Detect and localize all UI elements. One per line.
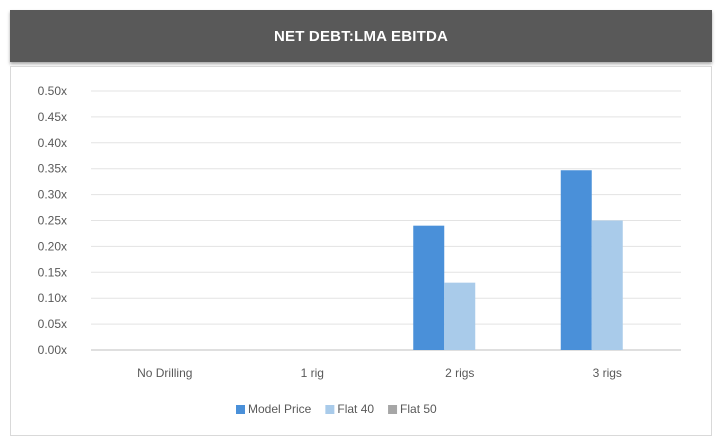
legend-label: Flat 50 [400, 402, 437, 416]
x-tick-label: 1 rig [301, 366, 324, 380]
legend-swatch [388, 405, 398, 414]
legend-swatch [325, 405, 335, 414]
bar-chart: 0.00x 0.05x 0.10x 0.15x 0.20x 0.25x 0.30x 0.35x… [38, 84, 681, 416]
bar-model-price [413, 225, 445, 350]
legend-swatch [236, 405, 245, 414]
y-axis-ticks: 0.00x 0.05x 0.10x 0.15x 0.20x 0.25x 0.30x 0.35x… [38, 84, 67, 357]
bar-model-price [560, 170, 592, 350]
bar-flat-40 [591, 220, 623, 350]
y-tick-label: 0.40x [38, 136, 67, 150]
legend-label: Model Price [248, 402, 312, 416]
y-tick-label: 0.25x [38, 214, 67, 228]
y-tick-label: 0.15x [38, 265, 67, 279]
bars [413, 170, 623, 350]
gridlines [91, 90, 681, 351]
bar-flat-40 [444, 282, 476, 350]
y-tick-label: 0.30x [38, 188, 67, 202]
y-tick-label: 0.50x [38, 84, 67, 98]
x-tick-label: 3 rigs [593, 366, 622, 380]
y-tick-label: 0.20x [38, 239, 67, 253]
legend: Model Price Flat 40 Flat 50 [236, 402, 437, 416]
y-tick-label: 0.00x [38, 343, 67, 357]
y-tick-label: 0.05x [38, 317, 67, 331]
x-tick-label: 2 rigs [445, 366, 474, 380]
legend-label: Flat 40 [337, 402, 374, 416]
y-tick-label: 0.45x [38, 110, 67, 124]
y-tick-label: 0.10x [38, 291, 67, 305]
chart-area: 0.00x 0.05x 0.10x 0.15x 0.20x 0.25x 0.30x 0.35x… [10, 66, 712, 436]
chart-title: NET DEBT:LMA EBITDA [10, 10, 712, 62]
x-tick-label: No Drilling [137, 366, 192, 380]
x-axis-ticks: No Drilling 1 rig 2 rigs 3 rigs [137, 366, 622, 380]
y-tick-label: 0.35x [38, 162, 67, 176]
